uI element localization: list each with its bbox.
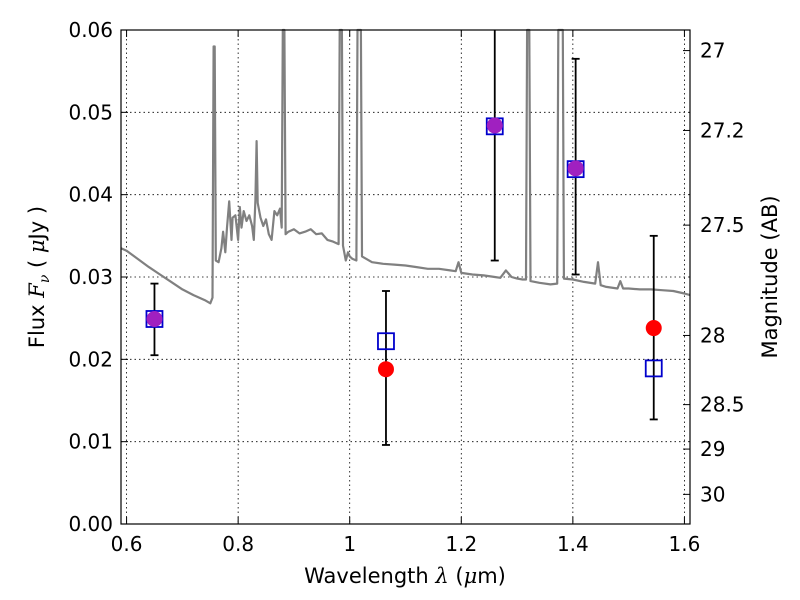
model-flux-square bbox=[377, 332, 395, 351]
y-tick-label: 0.06 bbox=[68, 18, 113, 42]
magnitude-tick-label: 30 bbox=[700, 482, 725, 506]
x-tick-label: 1 bbox=[343, 532, 356, 556]
y-tick-label: 0.03 bbox=[68, 265, 113, 289]
y-tick-label: 0.05 bbox=[68, 100, 113, 124]
model-spectrum-line bbox=[120, 28, 691, 305]
model-spectrum bbox=[120, 28, 691, 305]
magnitude-tick-label: 28.5 bbox=[700, 393, 745, 417]
y-axis-label: Flux Fν ( μJy ) bbox=[25, 206, 53, 348]
magnitude-tick-label: 28 bbox=[700, 323, 725, 347]
y-tick-label: 0.01 bbox=[68, 430, 113, 454]
x-tick-label: 1.6 bbox=[669, 532, 701, 556]
magnitude-tick-label: 27.5 bbox=[700, 213, 745, 237]
magnitude-tick-label: 27 bbox=[700, 39, 725, 63]
magnitude-tick-label: 27.2 bbox=[700, 118, 745, 142]
y-tick-label: 0.00 bbox=[68, 512, 113, 536]
axis-ticks: 0.6 0.8 1 1.2 1.4 1.6 0.00 0.01 0.02 0.03 0.04 0.05… bbox=[68, 18, 744, 556]
observed-flux-point bbox=[377, 361, 394, 378]
x-tick-label: 1.4 bbox=[557, 532, 589, 556]
model-flux-square bbox=[644, 359, 663, 378]
observed-flux-point bbox=[486, 117, 503, 134]
observed-flux-point bbox=[146, 310, 163, 327]
photometry-markers bbox=[145, 117, 663, 378]
y-tick-label: 0.04 bbox=[68, 183, 113, 207]
magnitude-axis-label: Magnitude (AB) bbox=[758, 195, 782, 358]
magnitude-tick-label: 29 bbox=[700, 437, 725, 461]
y-tick-label: 0.02 bbox=[68, 347, 113, 371]
x-tick-label: 0.8 bbox=[222, 532, 254, 556]
observed-flux-point bbox=[567, 160, 584, 177]
observed-flux-point bbox=[645, 320, 662, 337]
grid-lines bbox=[121, 29, 690, 525]
x-axis-label: Wavelength λ (μm) bbox=[304, 564, 506, 588]
x-tick-label: 0.6 bbox=[111, 532, 143, 556]
x-tick-label: 1.2 bbox=[445, 532, 477, 556]
